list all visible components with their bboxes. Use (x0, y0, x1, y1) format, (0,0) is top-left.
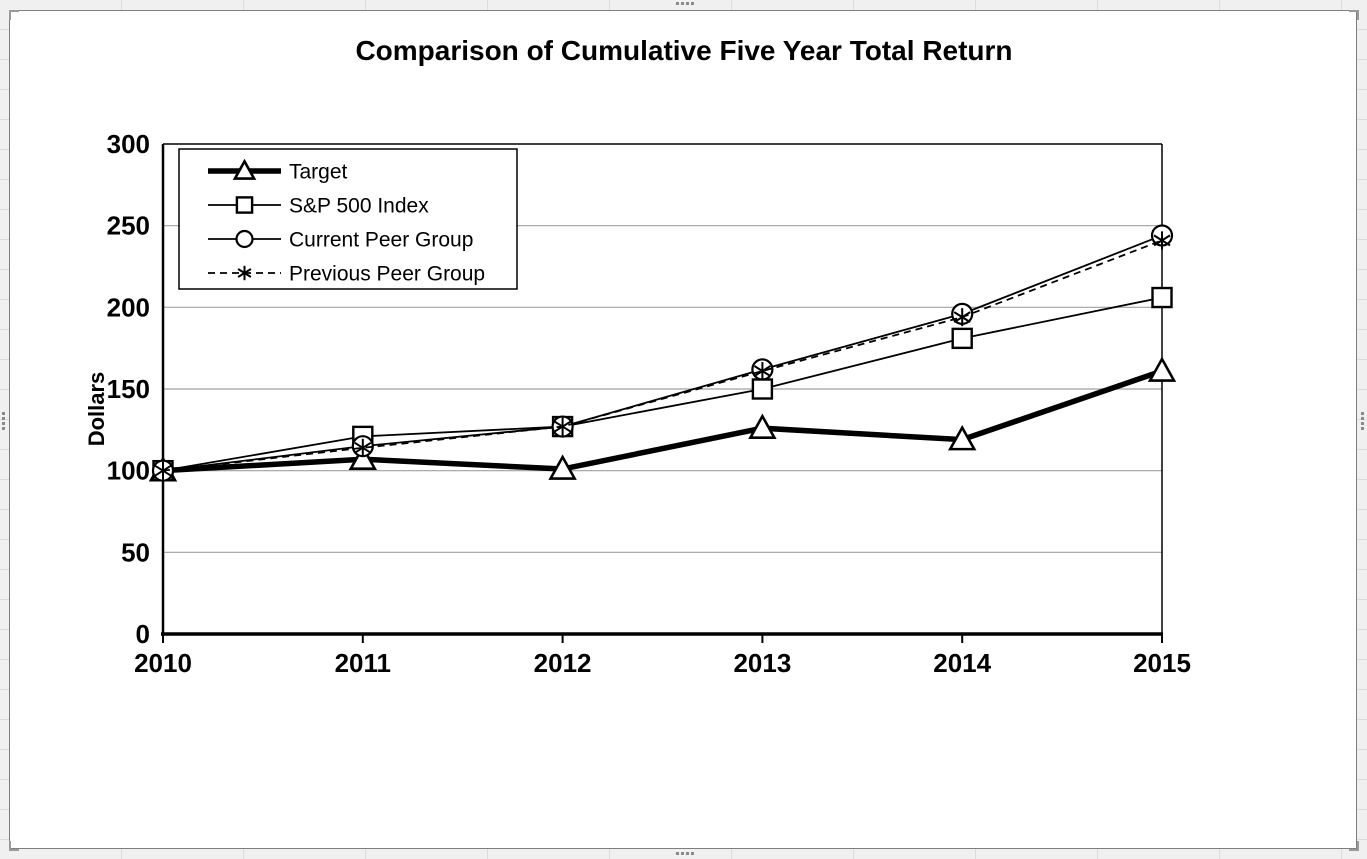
legend-item-s-p-500-index: S&P 500 Index (208, 195, 429, 218)
legend-label: S&P 500 Index (289, 195, 429, 218)
marker-square-2014 (951, 327, 973, 350)
marker-triangle-2015 (1147, 356, 1177, 382)
marker-triangle-2013 (748, 413, 777, 440)
marker-asterisk-2011 (354, 438, 372, 457)
selection-handle-top[interactable] (676, 2, 694, 5)
legend-marker-square (235, 196, 254, 214)
y-tick-label-200: 200 (107, 292, 150, 322)
legend-label: Current Peer Group (289, 229, 473, 252)
selection-corner-top-right[interactable] (1349, 10, 1359, 20)
series-line-previous-peer-group[interactable] (162, 239, 1163, 472)
legend-item-current-peer-group: Current Peer Group (208, 229, 473, 252)
selection-handle-bottom[interactable] (676, 852, 694, 855)
x-tick-label-2015: 2015 (1133, 648, 1191, 678)
marker-asterisk-2015 (1153, 231, 1171, 250)
legend-label: Target (289, 161, 348, 184)
legend-marker-asterisk (237, 265, 252, 281)
selection-corner-top-left[interactable] (9, 10, 19, 20)
series-target[interactable] (148, 356, 1177, 482)
selection-handle-right[interactable] (1361, 412, 1364, 430)
legend-marker-triangle (232, 158, 257, 180)
x-tick-label-2012: 2012 (534, 648, 592, 678)
marker-asterisk-2010 (154, 461, 172, 480)
y-tick-label-50: 50 (121, 537, 150, 567)
marker-asterisk-2013 (753, 362, 771, 381)
legend-item-previous-peer-group: Previous Peer Group (208, 263, 485, 286)
y-tick-label-300: 300 (107, 129, 150, 159)
x-tick-label-2013: 2013 (733, 648, 791, 678)
chart-object[interactable]: Comparison of Cumulative Five Year Total… (9, 10, 1357, 849)
marker-asterisk-2012 (554, 417, 572, 436)
legend-marker-circle (235, 229, 254, 249)
x-tick-label-2014: 2014 (933, 648, 991, 678)
legend[interactable]: Target S&P 500 Index Current Peer Group Pre… (178, 148, 518, 290)
marker-asterisk-2014 (953, 308, 971, 327)
selection-handle-left[interactable] (2, 412, 5, 430)
marker-square-2015 (1151, 286, 1173, 309)
legend-item-target: Target (208, 158, 348, 184)
marker-triangle-2011 (348, 444, 378, 471)
y-tick-label-250: 250 (107, 211, 150, 241)
x-tick-label-2010: 2010 (134, 648, 192, 678)
marker-triangle-2012 (548, 454, 577, 480)
series-line-s-p-500-index[interactable] (162, 296, 1163, 472)
selection-corner-bottom-left[interactable] (9, 841, 19, 851)
legend-label: Previous Peer Group (289, 263, 485, 286)
chart-title[interactable]: Comparison of Cumulative Five Year Total… (355, 35, 1013, 66)
y-tick-label-100: 100 (107, 456, 150, 486)
series-line-target[interactable] (162, 368, 1163, 474)
plot-area[interactable]: 0 50 100 150 200 250 300 2010 2011 2012 2013 2014 20… (10, 11, 1358, 850)
marker-triangle-2014 (947, 424, 977, 451)
x-tick-label-2011: 2011 (335, 648, 391, 678)
series-previous-peer-group[interactable] (154, 231, 1171, 480)
y-tick-label-150: 150 (107, 374, 150, 404)
selection-corner-bottom-right[interactable] (1349, 841, 1359, 851)
marker-square-2013 (751, 378, 774, 400)
y-tick-label-0: 0 (136, 619, 150, 649)
